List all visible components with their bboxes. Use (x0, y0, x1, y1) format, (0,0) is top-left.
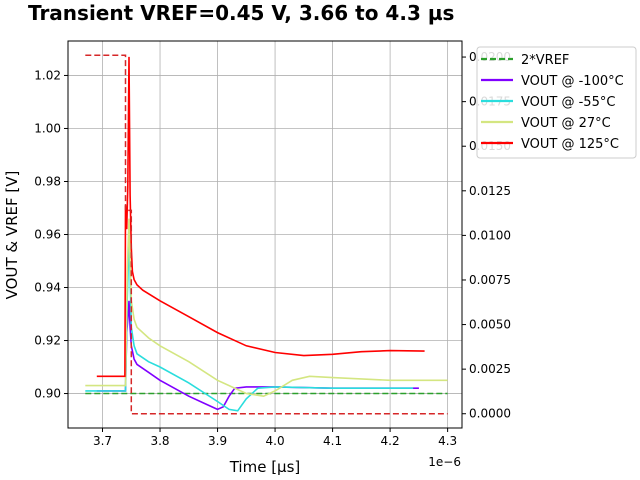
x-axis: 3.7 3.8 3.9 4.0 4.1 4.2 4.3 (93, 428, 457, 448)
x-axis-label: Time [µs] (229, 458, 301, 476)
series-line (85, 218, 448, 398)
y-tick-label: 1.00 (34, 121, 61, 135)
x-tick-label: 3.9 (208, 434, 227, 448)
legend: 2*VREF VOUT @ -100°C VOUT @ -55°C VOUT @ 27… (476, 46, 637, 159)
x-tick-label: 4.3 (438, 434, 457, 448)
y-tick-label: 0.96 (34, 228, 61, 242)
plot-area (85, 54, 448, 415)
y-axis: 0.90 0.92 0.94 0.96 0.98 1.00 1.02 (34, 68, 68, 401)
legend-box (476, 46, 637, 159)
y-tick-label: 1.02 (34, 68, 61, 82)
series-line (96, 300, 419, 411)
x-tick-label: 3.7 (93, 434, 112, 448)
y2-tick-label: 0.0125 (469, 184, 511, 198)
x-tick-label: 3.8 (150, 434, 169, 448)
legend-label: VOUT @ 125°C (521, 137, 619, 152)
series-line (96, 56, 425, 378)
grid (68, 41, 462, 428)
y2-tick-label: 0.0100 (469, 228, 511, 242)
x-tick-label: 4.0 (266, 434, 285, 448)
y2-tick-label: 0.0000 (469, 407, 511, 421)
legend-label: 2*VREF (521, 53, 569, 68)
series-line (85, 239, 414, 412)
chart-title: Transient VREF=0.45 V, 3.66 to 4.3 µs (28, 1, 454, 25)
y2-tick-label: 0.0075 (469, 273, 511, 287)
x-offset-label: 1e−6 (428, 455, 461, 469)
y2-tick-label: 0.0025 (469, 362, 511, 376)
legend-label: VOUT @ 27°C (521, 116, 611, 131)
y-tick-label: 0.94 (34, 281, 61, 295)
legend-label: VOUT @ -55°C (521, 95, 615, 110)
legend-label: VOUT @ -100°C (521, 74, 624, 89)
x-tick-label: 4.2 (381, 434, 400, 448)
series-line (85, 54, 448, 415)
x-tick-label: 4.1 (323, 434, 342, 448)
y-axis-label: VOUT & VREF [V] (3, 171, 21, 300)
y2-tick-label: 0.0050 (469, 318, 511, 332)
y-tick-label: 0.92 (34, 334, 61, 348)
y-tick-label: 0.90 (34, 387, 61, 401)
y-tick-label: 0.98 (34, 174, 61, 188)
